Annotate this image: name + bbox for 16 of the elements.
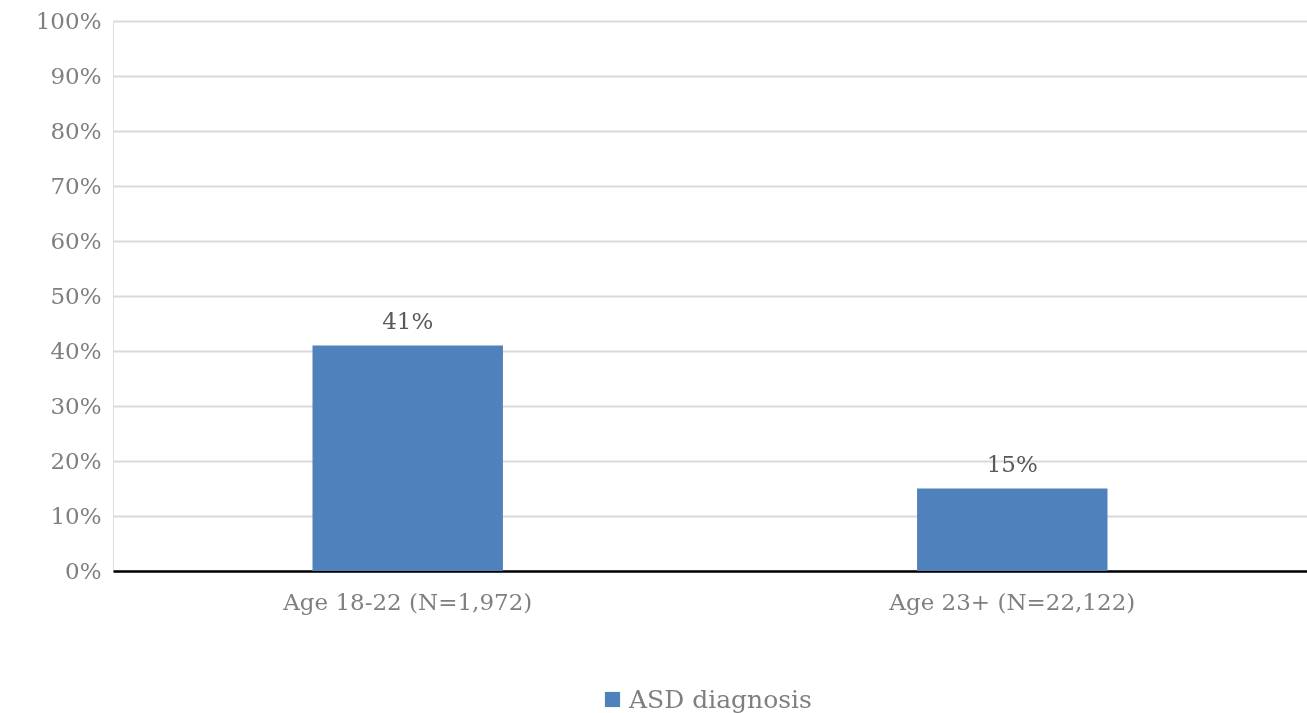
data-label: 15% <box>986 450 1038 477</box>
y-tick-label: 50% <box>50 282 102 309</box>
x-tick-label: Age 18-22 (N=1,972) <box>282 588 533 615</box>
y-tick-label: 100% <box>35 7 102 34</box>
y-tick-label: 0% <box>65 557 102 584</box>
y-tick-label: 40% <box>50 337 102 364</box>
y-tick-label: 30% <box>50 392 102 419</box>
y-tick-label: 80% <box>50 117 102 144</box>
y-tick-label: 90% <box>50 62 102 89</box>
legend-label: ASD diagnosis <box>628 684 812 713</box>
y-tick-label: 70% <box>50 172 102 199</box>
x-tick-label: Age 23+ (N=22,122) <box>888 588 1136 615</box>
data-label: 41% <box>382 307 434 334</box>
y-tick-label: 60% <box>50 227 102 254</box>
y-tick-label: 10% <box>50 502 102 529</box>
y-tick-label: 20% <box>50 447 102 474</box>
